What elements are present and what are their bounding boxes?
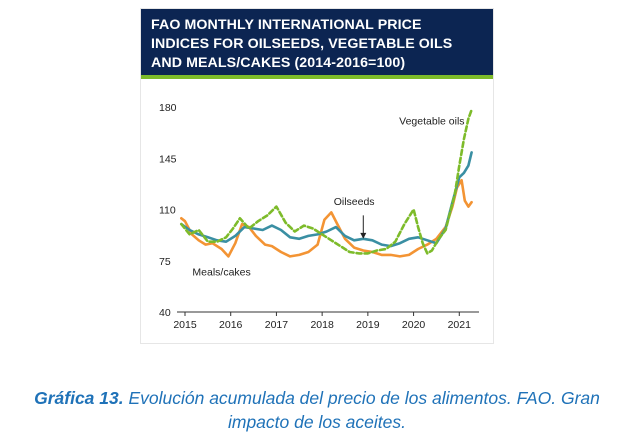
annotation-label: Vegetable oils <box>399 116 464 128</box>
y-tick-label: 110 <box>159 205 176 217</box>
figure-panel: FAO MONTHLY INTERNATIONAL PRICE INDICES … <box>140 8 494 344</box>
x-tick-label: 2017 <box>265 319 289 331</box>
series-line-vegetable-oils <box>179 108 473 255</box>
series-line-oilseeds <box>179 151 473 248</box>
x-tick-label: 2015 <box>173 319 197 331</box>
y-tick-label: 180 <box>159 102 177 114</box>
caption-text-line-2: impacto de los aceites. <box>227 412 406 432</box>
caption-label: Gráfica 13. <box>34 388 124 408</box>
annotation-arrow-head <box>360 232 367 239</box>
annotation-label: Meals/cakes <box>192 266 250 278</box>
chart-title-line-1: FAO MONTHLY INTERNATIONAL PRICE <box>151 17 422 33</box>
line-chart: 40 75 110 145 180 2015 2016 2017 2018 2019 2020 202… <box>159 102 479 331</box>
series-line-meals-cakes <box>179 178 473 258</box>
y-tick-label: 75 <box>159 256 171 268</box>
y-tick-label: 40 <box>159 307 171 319</box>
chart-title-banner: FAO MONTHLY INTERNATIONAL PRICE INDICES … <box>141 9 493 79</box>
chart-title-line-3: AND MEALS/CAKES (2014-2016=100) <box>151 55 406 71</box>
annotation-label: Oilseeds <box>334 196 375 208</box>
x-tick-label: 2018 <box>310 319 334 331</box>
x-tick-label: 2021 <box>448 319 472 331</box>
caption-text-line-1: Evolución acumulada del precio de los al… <box>123 388 600 408</box>
chart-title-line-2: INDICES FOR OILSEEDS, VEGETABLE OILS <box>151 36 453 52</box>
x-tick-label: 2019 <box>356 319 380 331</box>
figure-caption: Gráfica 13. Evolución acumulada del prec… <box>0 386 634 434</box>
x-tick-label: 2016 <box>219 319 243 331</box>
x-tick-label: 2020 <box>402 319 426 331</box>
y-tick-label: 145 <box>159 153 177 165</box>
